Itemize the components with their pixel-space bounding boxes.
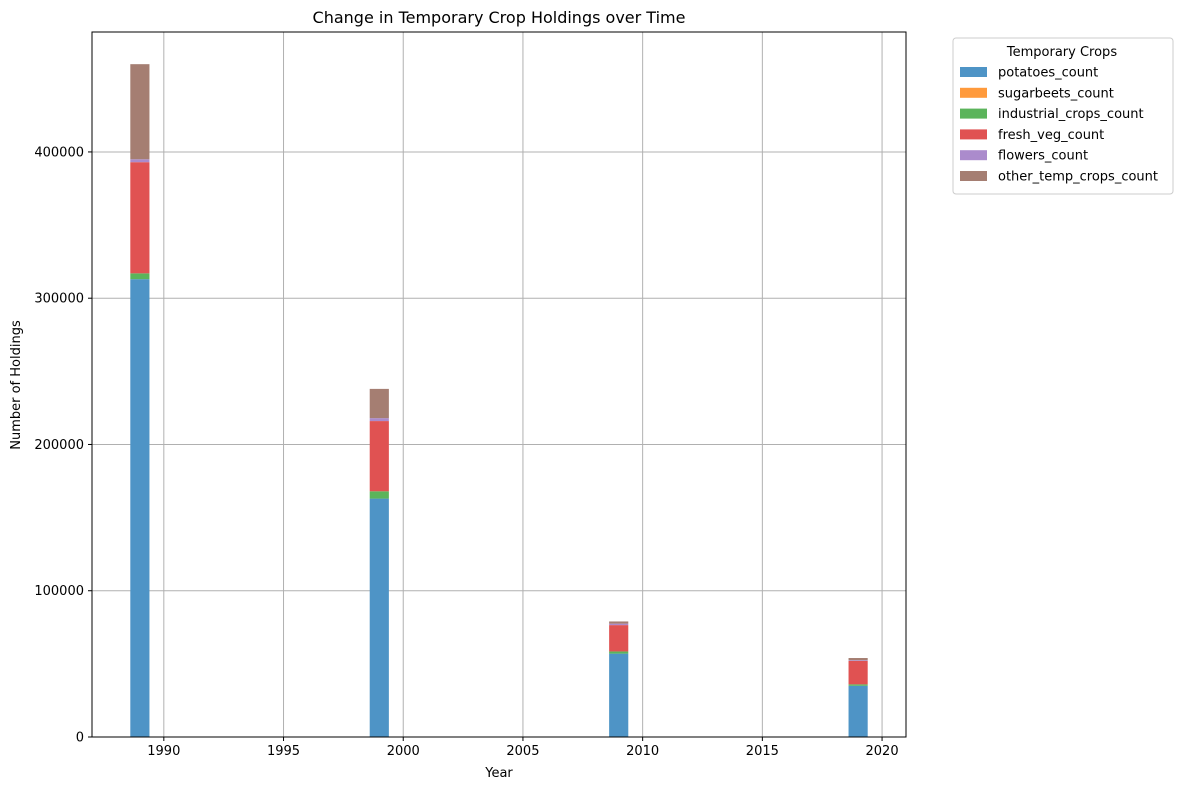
x-tick-label: 2015: [746, 744, 779, 759]
legend-frame: [952, 37, 1174, 195]
x-tick-label: 1990: [147, 744, 180, 759]
bar-segment-potatoes_count-1989: [130, 279, 150, 737]
legend-label-sugarbeets_count: sugarbeets_count: [998, 86, 1114, 101]
x-tick-label: 2000: [387, 744, 420, 759]
legend-swatch-industrial_crops_count: [960, 108, 987, 119]
bar-segment-fresh_veg_count-1999: [369, 421, 389, 492]
legend-swatch-fresh_veg_count: [960, 129, 987, 140]
legend-items: potatoes_count sugarbeets_count industrial…: [960, 66, 1158, 185]
bar-segment-other_temp_crops_count-1999: [369, 388, 389, 419]
y-axis-label: Number of Holdings: [9, 320, 24, 450]
bar-segment-industrial_crops_count-2019: [848, 684, 868, 686]
x-axis-ticks: 1990 1995 2000 2005 2010 2015 2020: [147, 737, 899, 759]
legend-label-potatoes_count: potatoes_count: [998, 66, 1098, 81]
x-tick-label: 1995: [267, 744, 300, 759]
bar-segment-industrial_crops_count-1989: [130, 273, 150, 280]
legend-swatch-potatoes_count: [960, 67, 987, 77]
bar-segment-other_temp_crops_count-2019: [848, 658, 868, 661]
bar-segment-fresh_veg_count-2009: [609, 625, 629, 652]
bar-segment-other_temp_crops_count-2009: [609, 621, 629, 624]
bar-segment-potatoes_count-2019: [848, 685, 868, 737]
bar-segment-flowers_count-2009: [609, 623, 629, 626]
legend-label-flowers_count: flowers_count: [998, 149, 1088, 164]
y-tick-label: 300000: [34, 292, 84, 307]
legend-label-fresh_veg_count: fresh_veg_count: [998, 128, 1104, 143]
y-tick-label: 0: [76, 731, 84, 746]
legend-label-other_temp_crops_count: other_temp_crops_count: [998, 170, 1158, 185]
x-axis-label: Year: [484, 766, 513, 781]
grid: [92, 32, 906, 738]
bar-segment-industrial_crops_count-2009: [609, 651, 629, 654]
legend-swatch-other_temp_crops_count: [960, 171, 987, 181]
y-tick-label: 400000: [34, 145, 84, 160]
legend-label-industrial_crops_count: industrial_crops_count: [998, 107, 1144, 122]
bar-segment-potatoes_count-1999: [369, 498, 389, 737]
x-tick-label: 2005: [506, 744, 539, 759]
bar-segment-flowers_count-1999: [369, 418, 389, 422]
x-tick-label: 2010: [626, 744, 659, 759]
y-tick-label: 200000: [34, 438, 84, 453]
legend-title: Temporary Crops: [1006, 45, 1117, 60]
bar-segment-potatoes_count-2009: [609, 653, 629, 737]
y-tick-label: 100000: [34, 584, 84, 599]
bar-segment-other_temp_crops_count-1989: [130, 64, 150, 160]
plot-frame: [91, 31, 907, 738]
y-axis-ticks: 0 100000 200000 300000 400000: [34, 145, 92, 746]
bar-segment-industrial_crops_count-1999: [369, 491, 389, 499]
chart-title: Change in Temporary Crop Holdings over T…: [313, 8, 686, 27]
legend: Temporary Crops potatoes_count sugarbeets…: [952, 37, 1174, 195]
legend-swatch-flowers_count: [960, 150, 987, 161]
legend-swatch-sugarbeets_count: [960, 87, 987, 98]
bars: [130, 64, 868, 737]
bar-segment-flowers_count-1989: [130, 159, 150, 163]
bar-segment-fresh_veg_count-1989: [130, 162, 150, 274]
bar-segment-fresh_veg_count-2019: [848, 660, 868, 685]
x-tick-label: 2020: [866, 744, 899, 759]
bar-segment-flowers_count-2019: [848, 660, 868, 661]
